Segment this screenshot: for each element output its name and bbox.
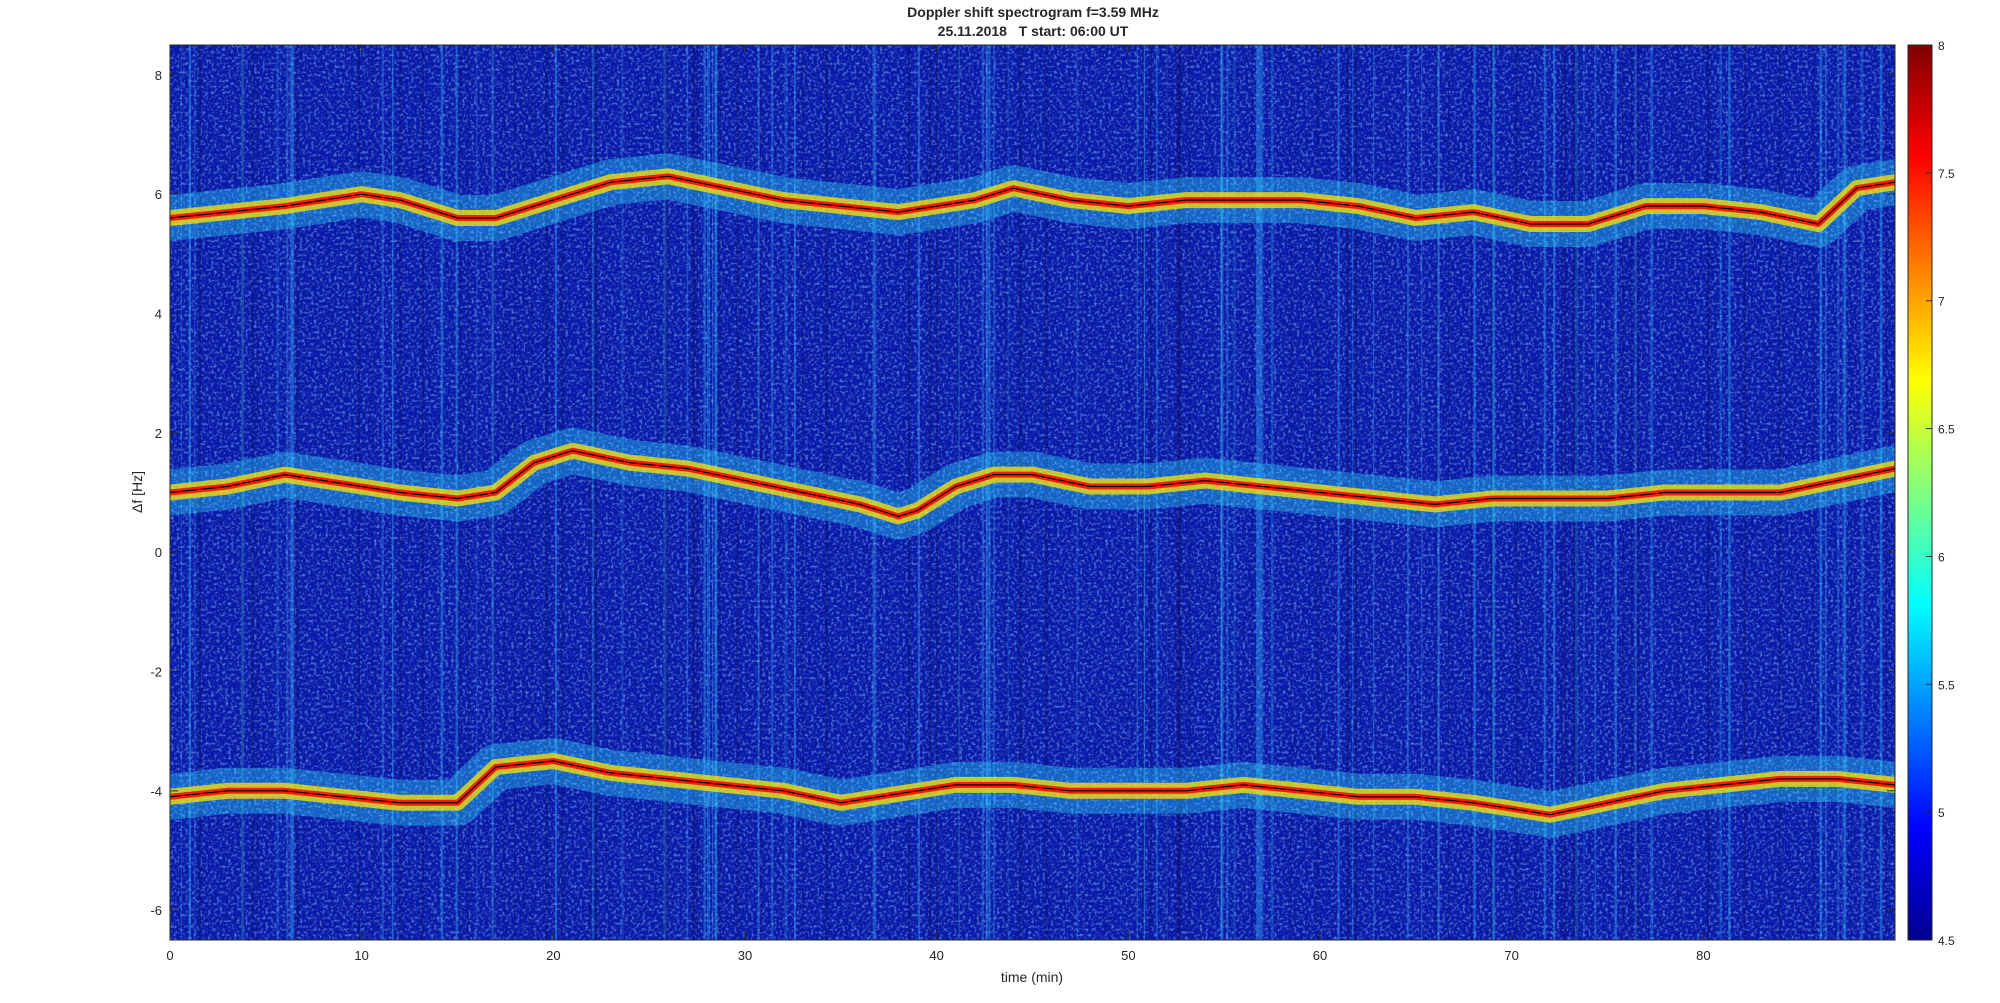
x-tick-label: 60 bbox=[1313, 948, 1327, 963]
colorbar-tick-label: 6.5 bbox=[1938, 423, 1955, 437]
x-tick-label: 30 bbox=[738, 948, 752, 963]
y-tick-label: -6 bbox=[150, 903, 162, 918]
colorbar-tick-label: 5.5 bbox=[1938, 678, 1955, 692]
y-tick-label: 4 bbox=[155, 307, 162, 322]
colorbar-ticks: 4.5 5 5.5 6 6.5 7 7.5 8 bbox=[1926, 39, 1955, 948]
colorbar-tick-label: 5 bbox=[1938, 806, 1945, 820]
colorbar-tick-label: 4.5 bbox=[1938, 934, 1955, 948]
trace-line-2 bbox=[170, 760, 1895, 816]
colorbar-gradient bbox=[1907, 44, 1933, 941]
y-tick-label: 8 bbox=[155, 68, 162, 83]
x-tick-label: 50 bbox=[1121, 948, 1135, 963]
colorbar: 4.5 5 5.5 6 6.5 7 7.5 8 bbox=[1907, 39, 1955, 948]
x-tick-label: 40 bbox=[929, 948, 943, 963]
x-tick-label: 70 bbox=[1504, 948, 1518, 963]
y-tick-label: 6 bbox=[155, 187, 162, 202]
y-tick-label: 2 bbox=[155, 426, 162, 441]
x-axis: 0 10 20 30 40 50 60 70 80 bbox=[166, 45, 1711, 963]
x-tick-label: 80 bbox=[1696, 948, 1710, 963]
colorbar-tick-label: 7 bbox=[1938, 295, 1945, 309]
colorbar-tick-label: 8 bbox=[1938, 39, 1945, 53]
colorbar-tick-label: 7.5 bbox=[1938, 167, 1955, 181]
trace-line-0 bbox=[170, 175, 1895, 225]
chart-subtitle: 25.11.2018 T start: 06:00 UT bbox=[938, 23, 1129, 39]
doppler-trace-layer bbox=[170, 173, 1895, 818]
x-axis-label: time (min) bbox=[1001, 969, 1063, 985]
plot-area bbox=[170, 45, 1895, 940]
y-tick-label: 0 bbox=[155, 545, 162, 560]
colorbar-tick-label: 6 bbox=[1938, 550, 1945, 564]
y-axis-label: Δf [Hz] bbox=[129, 471, 145, 513]
y-axis: -6 -4 -2 0 2 4 6 8 bbox=[150, 68, 1895, 918]
x-tick-label: 0 bbox=[166, 948, 173, 963]
y-tick-label: -2 bbox=[150, 665, 162, 680]
plot-frame bbox=[169, 44, 1896, 941]
trace-line-1 bbox=[170, 450, 1895, 517]
chart-title: Doppler shift spectrogram f=3.59 MHz bbox=[907, 4, 1159, 20]
x-tick-label: 10 bbox=[354, 948, 368, 963]
x-tick-label: 20 bbox=[546, 948, 560, 963]
y-tick-label: -4 bbox=[150, 784, 162, 799]
